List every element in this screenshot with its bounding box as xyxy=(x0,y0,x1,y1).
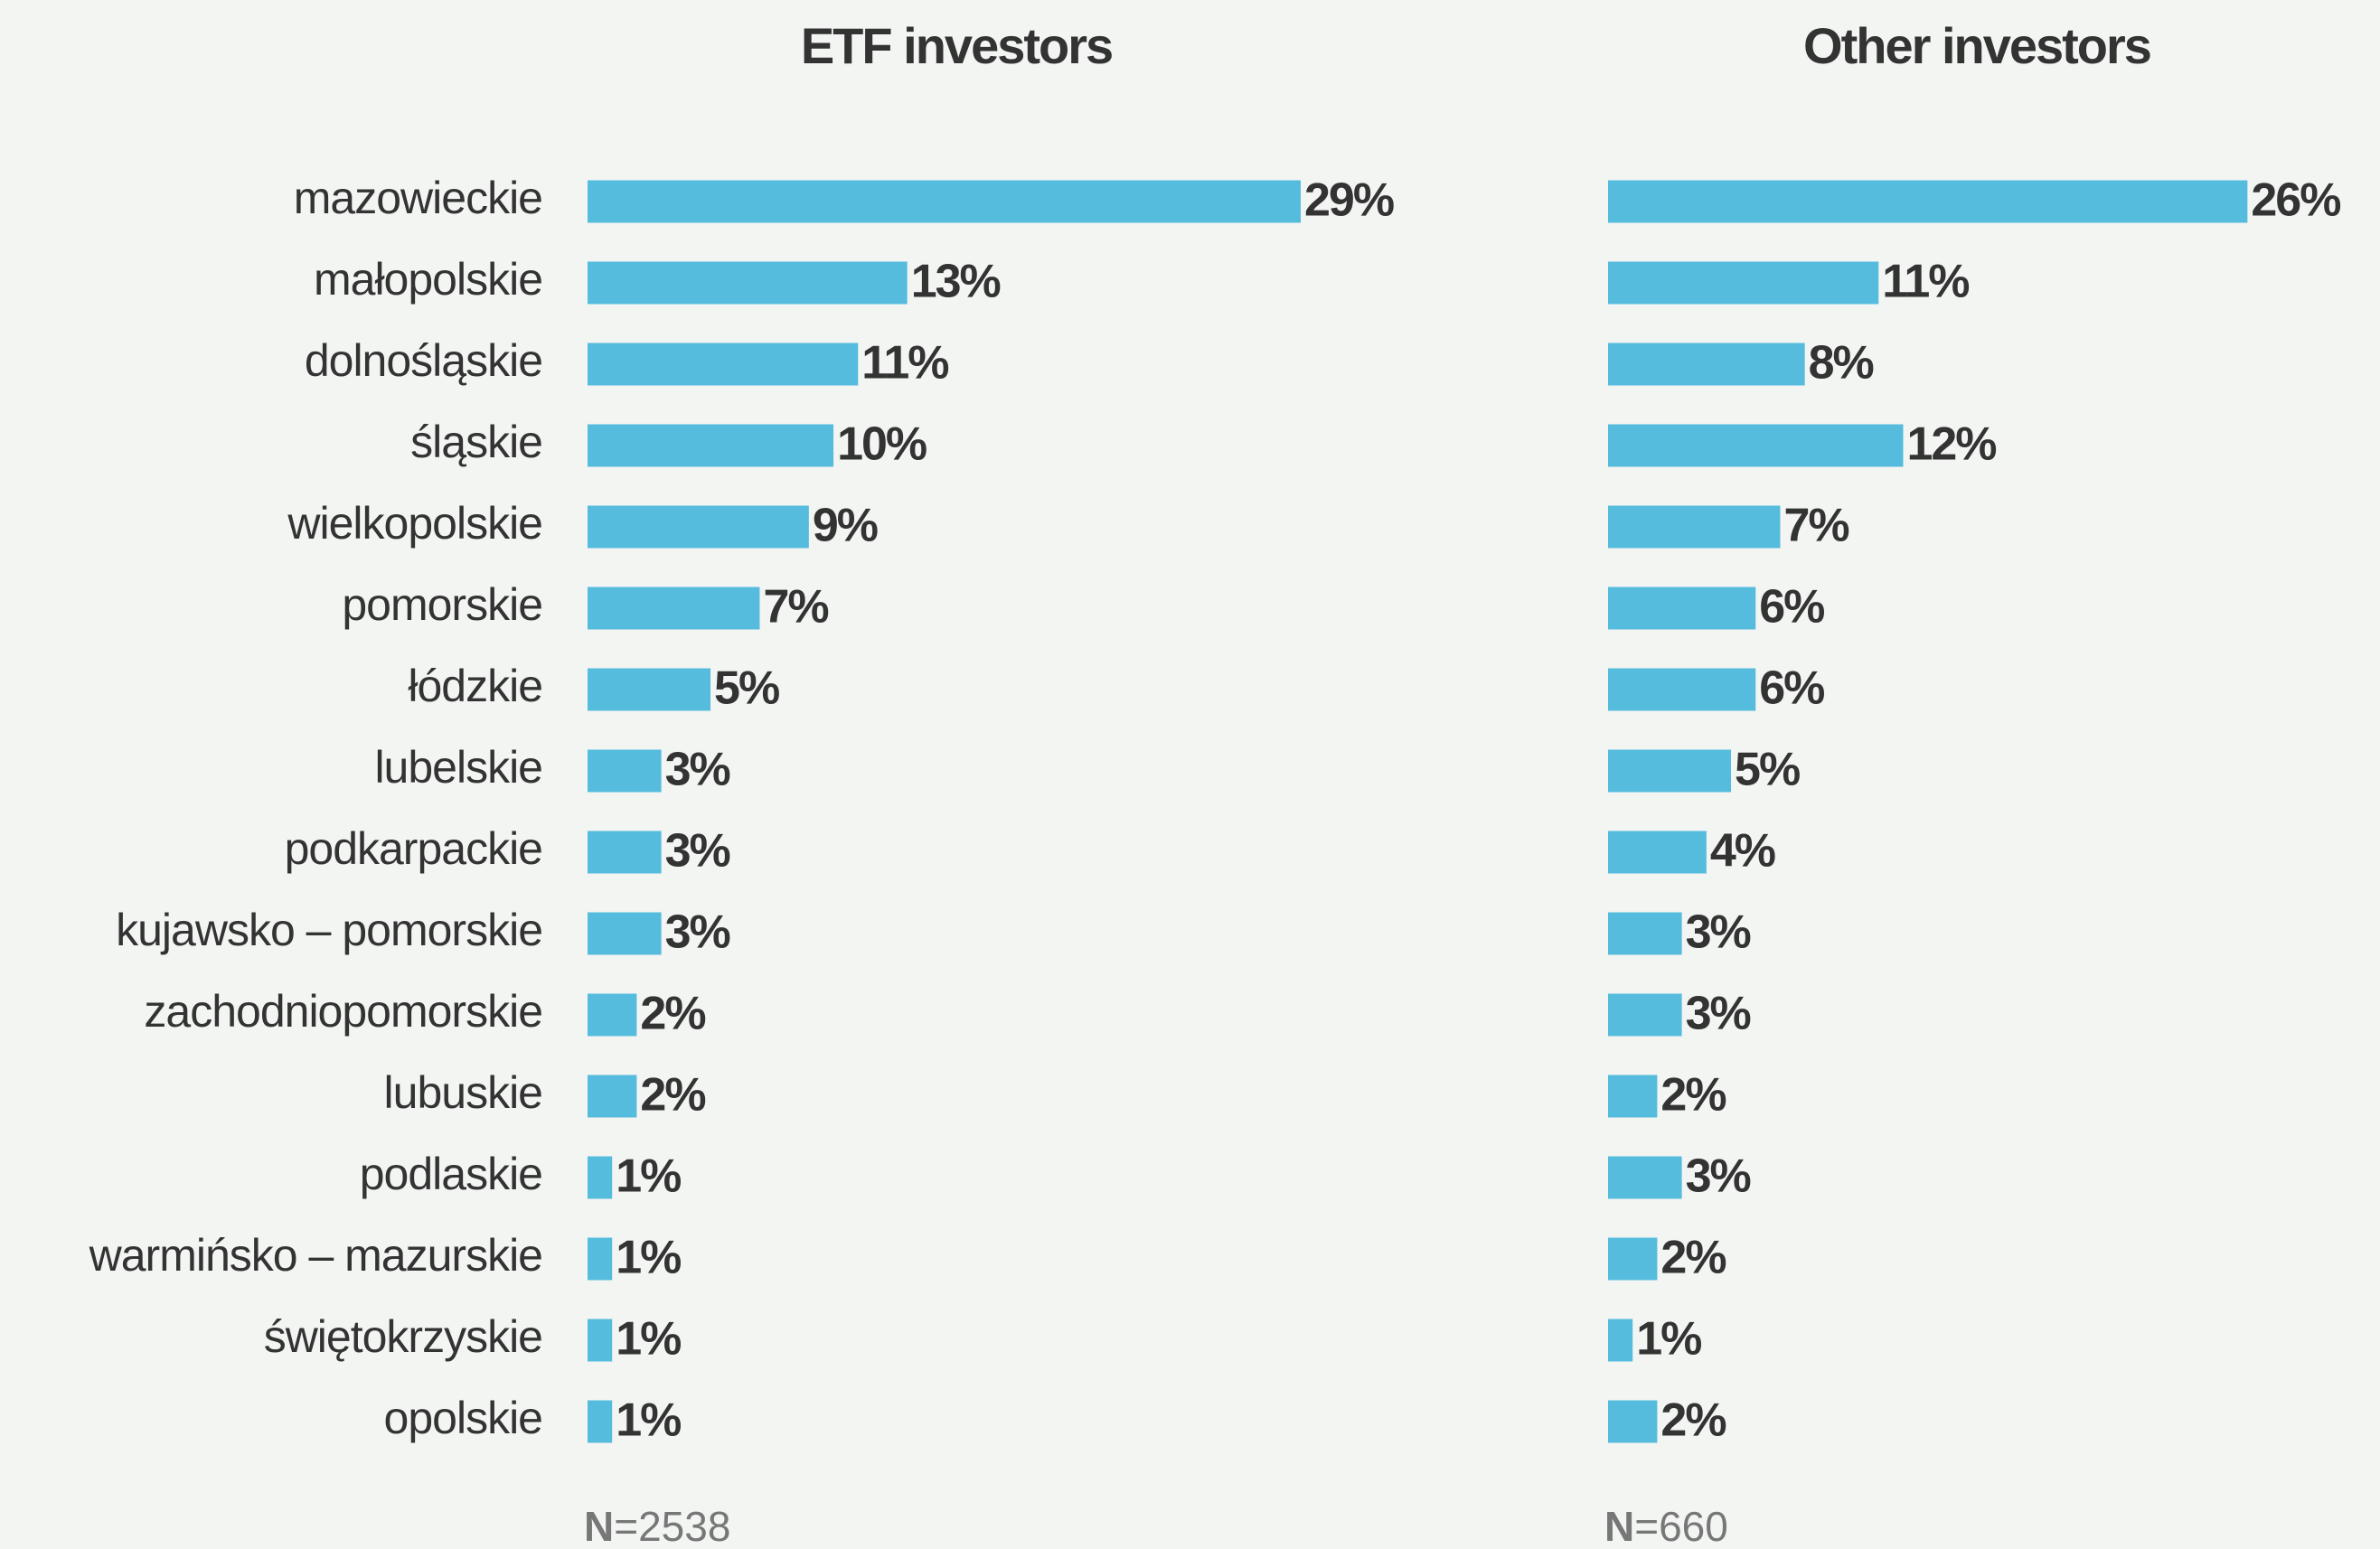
panel-title: ETF investors xyxy=(801,17,1112,74)
category-label: kujawsko – pomorskie xyxy=(116,905,542,955)
data-label: 2% xyxy=(1660,1394,1726,1447)
bar xyxy=(1608,912,1682,955)
bar xyxy=(588,993,637,1037)
data-label: 1% xyxy=(616,1150,681,1203)
bar xyxy=(588,1075,637,1118)
category-label: lubuskie xyxy=(384,1067,542,1118)
bar xyxy=(588,1237,613,1281)
data-label: 4% xyxy=(1710,825,1775,878)
data-label: 3% xyxy=(1686,906,1751,959)
data-label: 2% xyxy=(640,1069,705,1122)
data-label: 3% xyxy=(665,744,730,796)
bar xyxy=(1608,261,1879,305)
bar xyxy=(588,749,662,793)
data-label: 9% xyxy=(813,500,878,552)
panel-title: Other investors xyxy=(1803,17,2150,74)
bar xyxy=(1608,831,1707,874)
data-label: 8% xyxy=(1809,337,1874,390)
bar xyxy=(1608,1156,1682,1199)
data-label: 5% xyxy=(1735,744,1800,796)
bar xyxy=(588,261,908,305)
data-label: 2% xyxy=(1660,1069,1726,1122)
data-label: 5% xyxy=(714,662,779,715)
bar xyxy=(1608,1319,1633,1362)
data-label: 2% xyxy=(640,988,705,1040)
bar xyxy=(588,668,711,711)
sample-note: N=660 xyxy=(1604,1503,1728,1549)
bar xyxy=(1608,505,1781,549)
category-label: lubelskie xyxy=(374,742,542,793)
data-label: 7% xyxy=(763,581,828,634)
bar xyxy=(1608,1400,1658,1443)
category-label: warmińsko – mazurskie xyxy=(89,1230,542,1281)
data-label: 7% xyxy=(1783,500,1848,552)
bar xyxy=(588,1319,613,1362)
data-label: 1% xyxy=(616,1313,681,1366)
bar xyxy=(1608,180,2248,223)
data-label: 10% xyxy=(837,418,927,471)
bar xyxy=(588,424,834,467)
data-label: 11% xyxy=(1882,256,1969,308)
bar xyxy=(1608,1237,1658,1281)
data-label: 1% xyxy=(616,1232,681,1284)
category-label: opolskie xyxy=(384,1393,542,1443)
category-label: świętokrzyskie xyxy=(264,1311,542,1362)
sample-note-key: N xyxy=(1604,1503,1634,1549)
category-label: pomorskie xyxy=(342,579,542,630)
bar xyxy=(1608,668,1756,711)
bar xyxy=(588,912,662,955)
bar xyxy=(588,831,662,874)
bar xyxy=(588,505,809,549)
data-label: 13% xyxy=(911,256,1001,308)
category-label: śląskie xyxy=(410,417,542,467)
data-label: 12% xyxy=(1906,418,1996,471)
category-label: łódzkie xyxy=(408,661,542,711)
data-label: 6% xyxy=(1759,662,1824,715)
data-label: 29% xyxy=(1304,174,1394,227)
category-label: podkarpackie xyxy=(285,823,542,874)
bar xyxy=(1608,1075,1658,1118)
data-label: 3% xyxy=(1686,1150,1751,1203)
bar xyxy=(1608,993,1682,1037)
sample-note-value: =660 xyxy=(1634,1503,1728,1549)
data-label: 1% xyxy=(616,1394,681,1447)
bar xyxy=(1608,587,1756,630)
bar xyxy=(588,180,1301,223)
bar xyxy=(588,1156,613,1199)
data-label: 3% xyxy=(1686,988,1751,1040)
data-label: 6% xyxy=(1759,581,1824,634)
bar xyxy=(588,587,760,630)
bar xyxy=(588,1400,613,1443)
data-label: 26% xyxy=(2251,174,2340,227)
category-label: wielkopolskie xyxy=(287,498,542,549)
bar xyxy=(1608,424,1904,467)
category-label: zachodniopomorskie xyxy=(144,986,542,1037)
bar xyxy=(1608,343,1805,386)
data-label: 3% xyxy=(665,825,730,878)
data-label: 3% xyxy=(665,906,730,959)
data-label: 1% xyxy=(1636,1313,1701,1366)
sample-note: N=2538 xyxy=(584,1503,730,1549)
sample-note-value: =2538 xyxy=(614,1503,730,1549)
category-label: małopolskie xyxy=(314,254,542,305)
bar xyxy=(1608,749,1732,793)
category-label: podlaskie xyxy=(360,1149,542,1199)
data-label: 11% xyxy=(861,337,948,390)
category-label: mazowieckie xyxy=(294,173,542,223)
category-label: dolnośląskie xyxy=(305,335,542,386)
data-label: 2% xyxy=(1660,1232,1726,1284)
sample-note-key: N xyxy=(584,1503,614,1549)
bar xyxy=(588,343,859,386)
